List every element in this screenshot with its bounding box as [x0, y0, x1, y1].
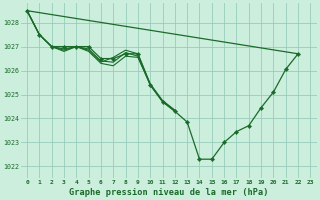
X-axis label: Graphe pression niveau de la mer (hPa): Graphe pression niveau de la mer (hPa) [69, 188, 268, 197]
